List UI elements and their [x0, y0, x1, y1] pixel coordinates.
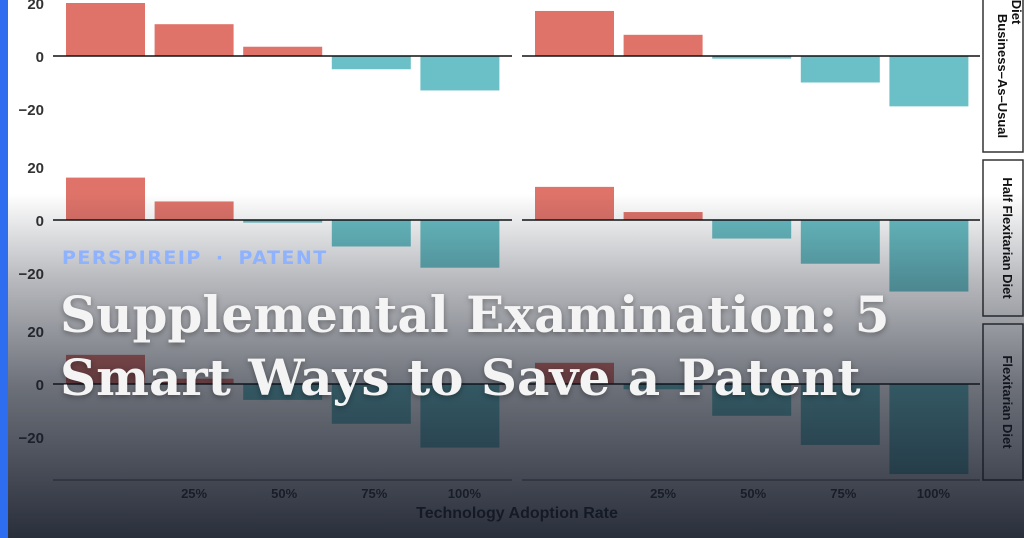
bar	[66, 177, 145, 220]
site-name[interactable]: PERSPIREIP	[62, 247, 202, 269]
bar	[535, 10, 614, 56]
y-tick-label: −20	[19, 430, 44, 447]
bar	[623, 34, 703, 56]
bar	[800, 220, 880, 264]
article-kicker[interactable]: PERSPIREIP · PATENT	[62, 247, 328, 269]
bar	[800, 56, 880, 83]
bar	[66, 3, 145, 56]
bar	[331, 56, 411, 70]
x-tick-label: 75%	[830, 486, 856, 501]
x-axis-title: Technology Adoption Rate	[416, 505, 618, 522]
y-tick-label: 20	[27, 160, 44, 177]
x-tick-label: 25%	[650, 486, 676, 501]
y-tick-label: 0	[36, 377, 44, 394]
x-tick-label: 100%	[917, 486, 951, 501]
bar	[535, 186, 614, 220]
facet-strip-label: Half Flexitarian Diet	[1000, 177, 1015, 299]
category-tag[interactable]: PATENT	[238, 247, 328, 269]
y-tick-label: 20	[27, 324, 44, 341]
bar	[623, 212, 703, 220]
y-tick-label: −20	[19, 102, 44, 119]
bar	[889, 56, 969, 107]
bar	[154, 24, 234, 56]
x-tick-label: 25%	[181, 486, 207, 501]
bar	[331, 220, 411, 247]
x-tick-label: 100%	[448, 486, 482, 501]
facet-strip-label: Flexitarian Diet	[1000, 355, 1015, 449]
accent-bar	[0, 0, 8, 538]
bar	[420, 220, 500, 268]
y-tick-label: −20	[19, 266, 44, 283]
article-headline[interactable]: Supplemental Examination: 5 Smart Ways t…	[60, 285, 890, 407]
x-tick-label: 50%	[740, 486, 766, 501]
facet-strip-label: Business–As–Usual	[995, 14, 1010, 138]
x-tick-label: 75%	[361, 486, 387, 501]
bar	[889, 220, 969, 292]
bar	[243, 46, 323, 56]
y-tick-label: 20	[27, 0, 44, 13]
bar	[154, 201, 234, 220]
y-tick-label: 0	[36, 49, 44, 66]
x-tick-label: 50%	[271, 486, 297, 501]
y-tick-label: 0	[36, 213, 44, 230]
bar	[420, 56, 500, 91]
facet-strip-label-line2: Diet	[1009, 0, 1024, 25]
bar	[712, 220, 792, 239]
kicker-separator: ·	[215, 247, 225, 269]
